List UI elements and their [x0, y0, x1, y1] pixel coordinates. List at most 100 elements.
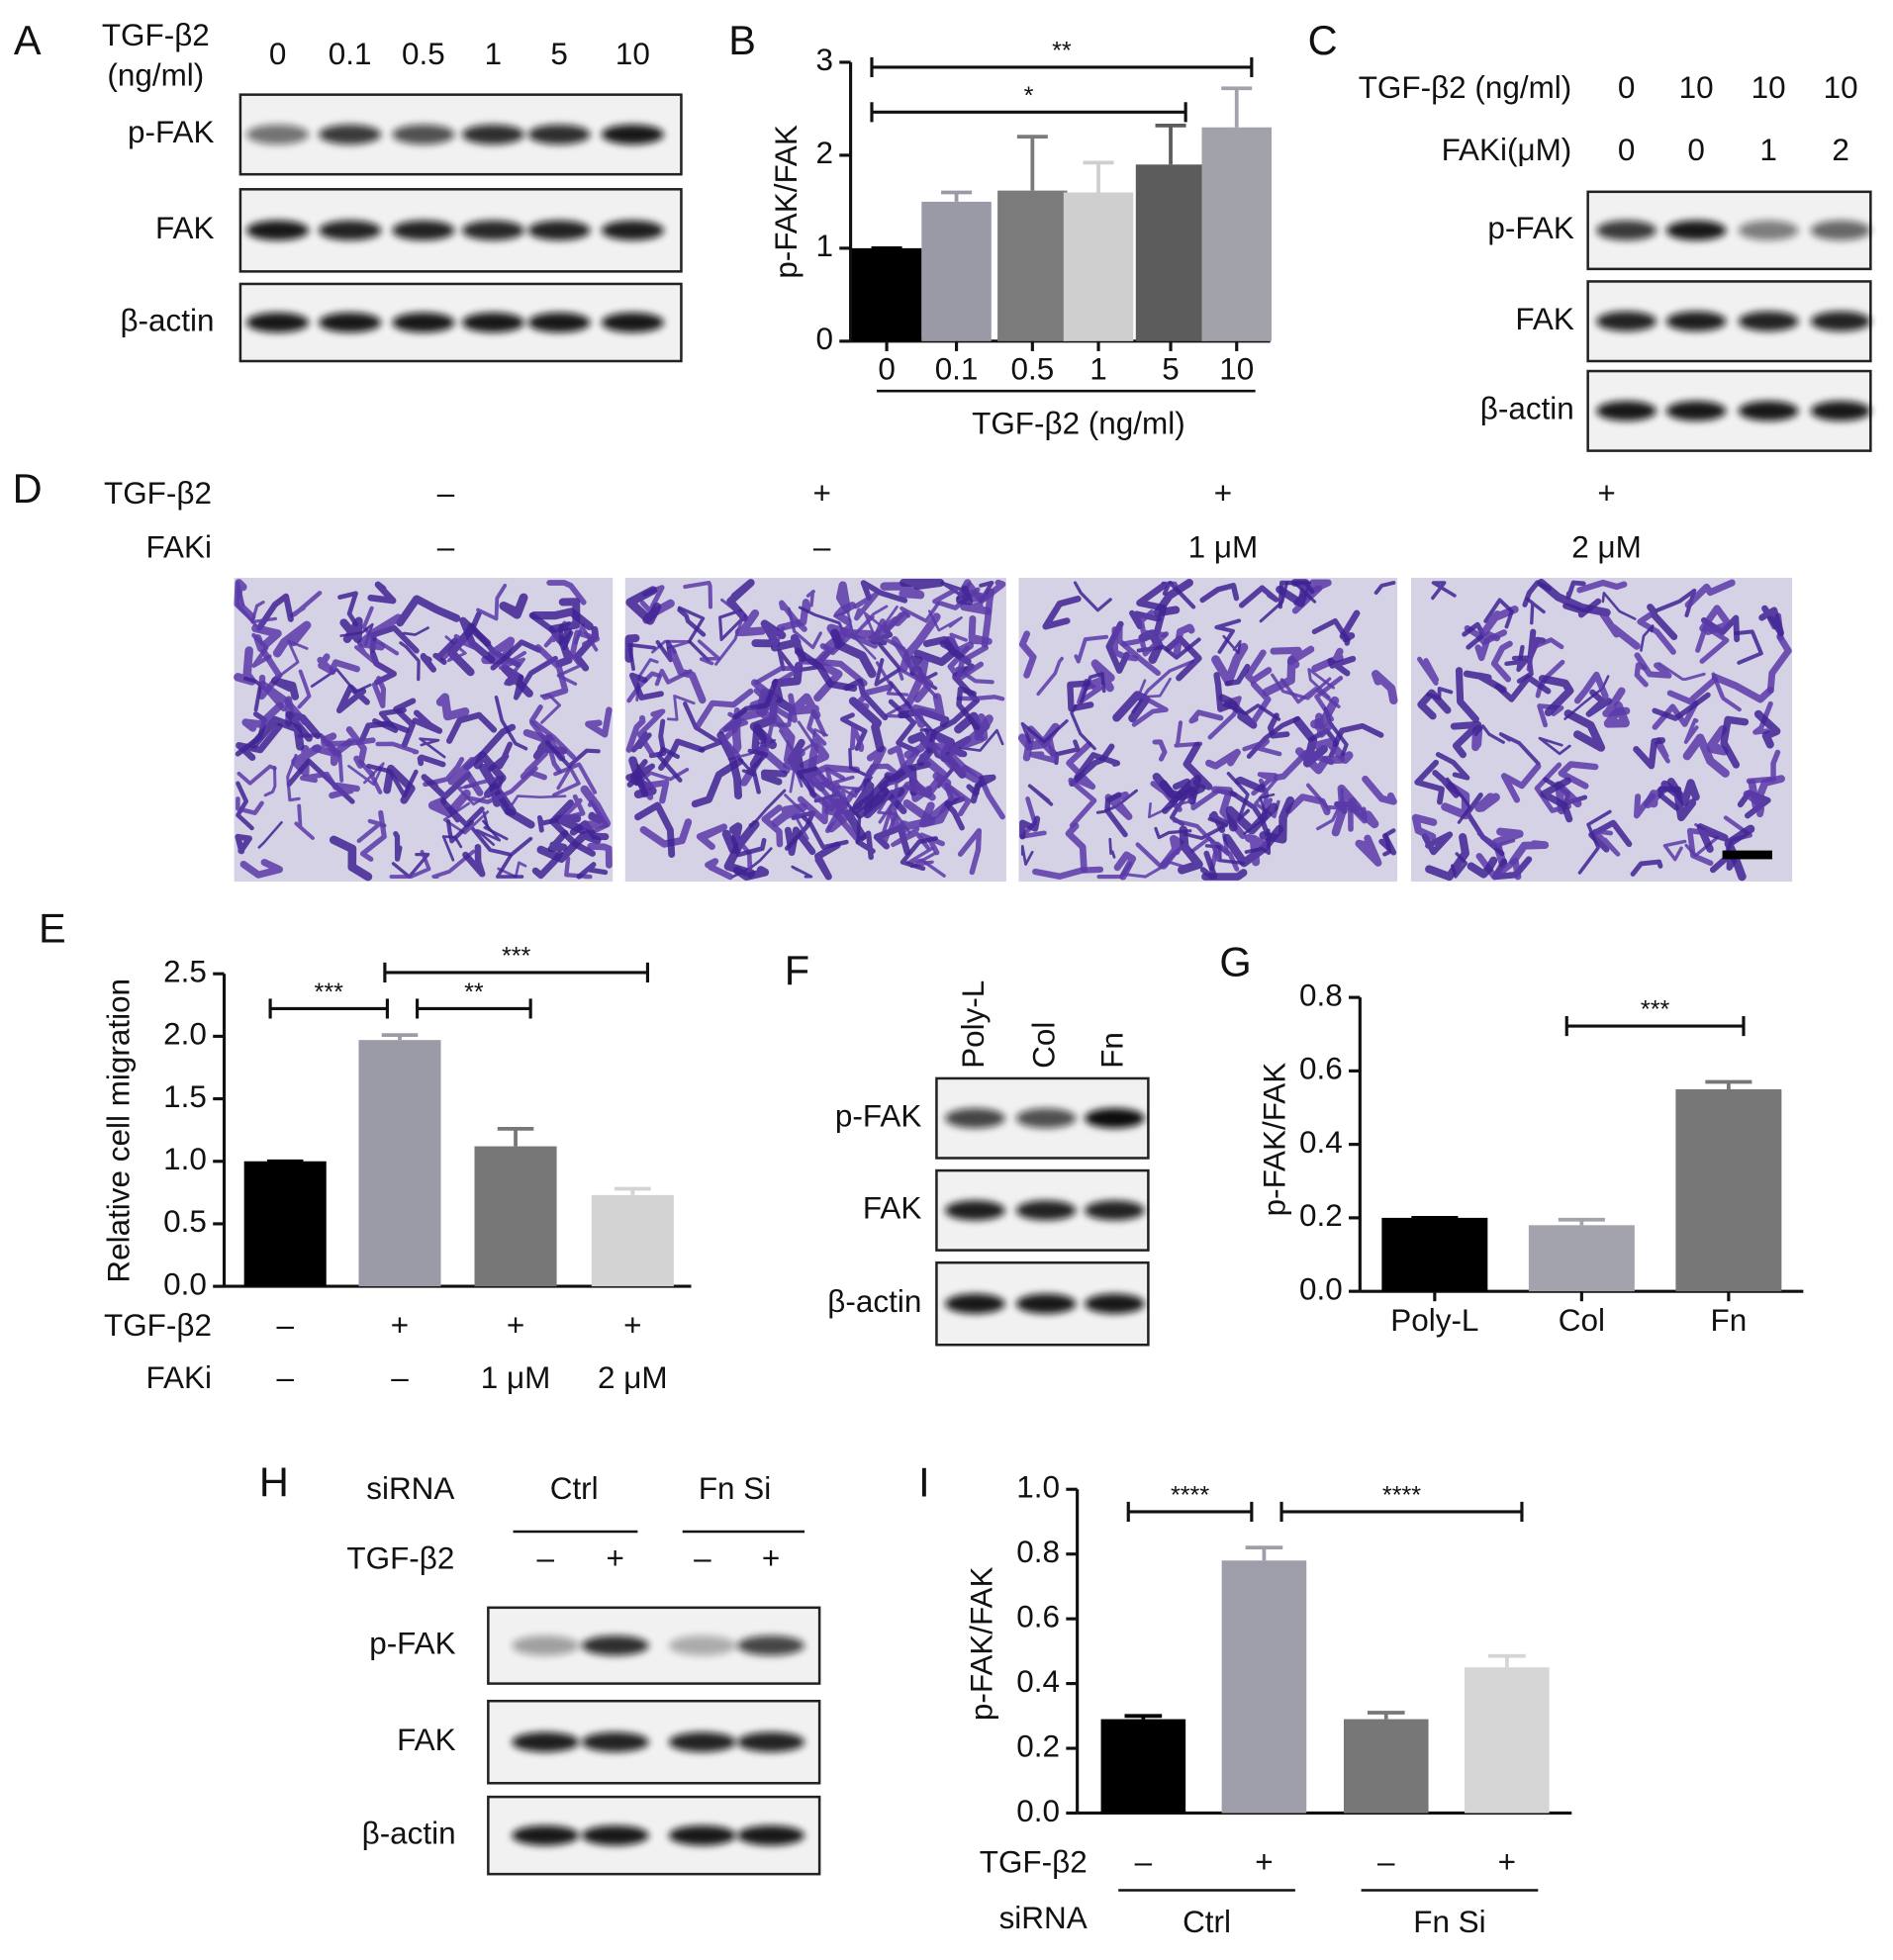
label: Poly-L: [1390, 1303, 1478, 1338]
cell: [1640, 624, 1655, 652]
cell: [891, 636, 934, 703]
cell: [393, 698, 417, 748]
cell: [627, 642, 656, 671]
cell: [1095, 789, 1138, 814]
cell: [1462, 621, 1486, 650]
cell: [811, 764, 846, 792]
cell: [1431, 581, 1457, 601]
cell: [490, 639, 542, 671]
cell: [852, 605, 889, 637]
cell: [1699, 605, 1733, 635]
cell: [1421, 831, 1454, 856]
cell: [696, 823, 728, 850]
cell: [802, 774, 842, 834]
cell: [981, 588, 995, 648]
cell: [875, 661, 909, 697]
cell: [705, 858, 734, 881]
label: –: [813, 529, 831, 564]
y-tick-label: 1.0: [163, 1142, 207, 1176]
cell: [499, 593, 528, 619]
label: 1: [485, 37, 502, 71]
bar: [851, 247, 922, 341]
label: Col: [1026, 1022, 1061, 1069]
cell: [435, 693, 470, 721]
cell: [787, 607, 822, 650]
cell: [369, 650, 397, 686]
label: +: [1498, 1844, 1516, 1879]
cell: [1067, 680, 1094, 712]
band: [392, 220, 455, 240]
scale-bar: [1722, 850, 1772, 860]
error-bar: [1245, 1545, 1283, 1561]
cell: [297, 669, 312, 709]
cell: [1711, 673, 1774, 703]
band: [581, 1731, 649, 1752]
cell: [497, 861, 527, 879]
cell: [445, 711, 498, 744]
cell: [1306, 783, 1356, 811]
cell: [683, 580, 713, 609]
label: –: [276, 1308, 294, 1343]
label: Ctrl: [1183, 1905, 1231, 1939]
cell: [1068, 777, 1097, 828]
cell: [1538, 736, 1571, 756]
cell: [1509, 840, 1550, 866]
cell: [494, 696, 528, 751]
cell: [1666, 676, 1719, 705]
cell: [1576, 579, 1628, 594]
cell: [329, 835, 373, 882]
cell: [1238, 585, 1279, 608]
cell: [1042, 596, 1082, 630]
cell: [580, 785, 612, 830]
cell: [749, 679, 778, 709]
cell: [1637, 611, 1676, 655]
cell: [648, 718, 667, 759]
label: siRNA: [366, 1471, 454, 1506]
cell: [860, 580, 908, 604]
cell: [909, 852, 937, 869]
label: p-FAK: [128, 115, 214, 149]
cell: [1279, 678, 1341, 708]
cell: [471, 826, 533, 857]
label: 1: [1759, 133, 1776, 167]
cell: [457, 784, 498, 806]
cell: [767, 625, 786, 650]
cell: [1417, 689, 1452, 720]
band: [581, 1635, 649, 1656]
cell: [1199, 583, 1240, 604]
cell: [569, 629, 601, 659]
cell: [1378, 833, 1397, 856]
label: 10: [1824, 70, 1858, 105]
cell: [495, 854, 524, 879]
cell: [880, 582, 925, 600]
cell: [237, 764, 277, 786]
cell: [732, 678, 779, 720]
cell: [833, 602, 857, 626]
cell: [751, 619, 787, 648]
cell: [1435, 752, 1470, 781]
cell: [1474, 631, 1501, 662]
cell: [1018, 630, 1037, 679]
cell: [887, 745, 923, 792]
cell: [249, 715, 305, 751]
cell: [513, 655, 558, 700]
cell: [735, 755, 756, 777]
cell: [1138, 609, 1168, 638]
y-tick-label: 2.5: [163, 955, 207, 989]
cell: [1766, 633, 1792, 695]
cell: [558, 623, 574, 651]
band: [1665, 401, 1727, 421]
cell: [626, 759, 655, 788]
cell: [1138, 629, 1164, 664]
band: [1085, 1293, 1145, 1314]
label: 10: [615, 37, 650, 71]
cell: [906, 846, 946, 878]
cell: [489, 784, 535, 829]
cell: [682, 701, 722, 753]
y-tick-label: 1.0: [1016, 1470, 1060, 1505]
cell: [1294, 747, 1346, 775]
cell: [1222, 702, 1281, 721]
label: Fn: [1095, 1032, 1130, 1069]
cell: [539, 694, 561, 724]
label: p-FAK: [1487, 211, 1573, 245]
